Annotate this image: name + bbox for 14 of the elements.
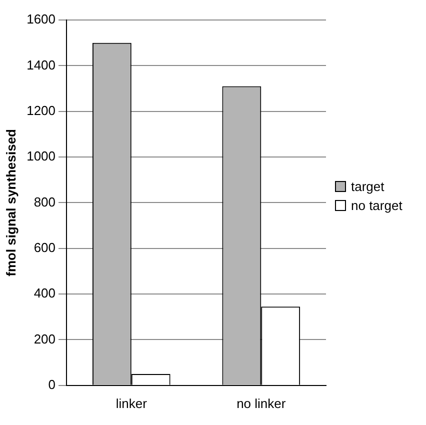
x-tick-label: no linker [236,396,286,411]
y-tick-label: 400 [34,286,56,301]
y-tick-label: 600 [34,240,56,255]
legend-label: target [351,179,384,194]
y-tick-label: 800 [34,194,56,210]
y-tick-label: 0 [48,376,56,392]
x-tick-label: linker [116,396,148,411]
y-axis-title: fmol signal synthesised [3,128,18,276]
y-tick-label: 1600 [26,12,56,27]
y-tick-label: 200 [34,331,56,346]
text: no target [351,198,402,213]
y-tick-label: 1400 [26,57,56,72]
y-tick-label: 1000 [26,148,56,164]
y-tick-label: 1200 [26,102,56,118]
